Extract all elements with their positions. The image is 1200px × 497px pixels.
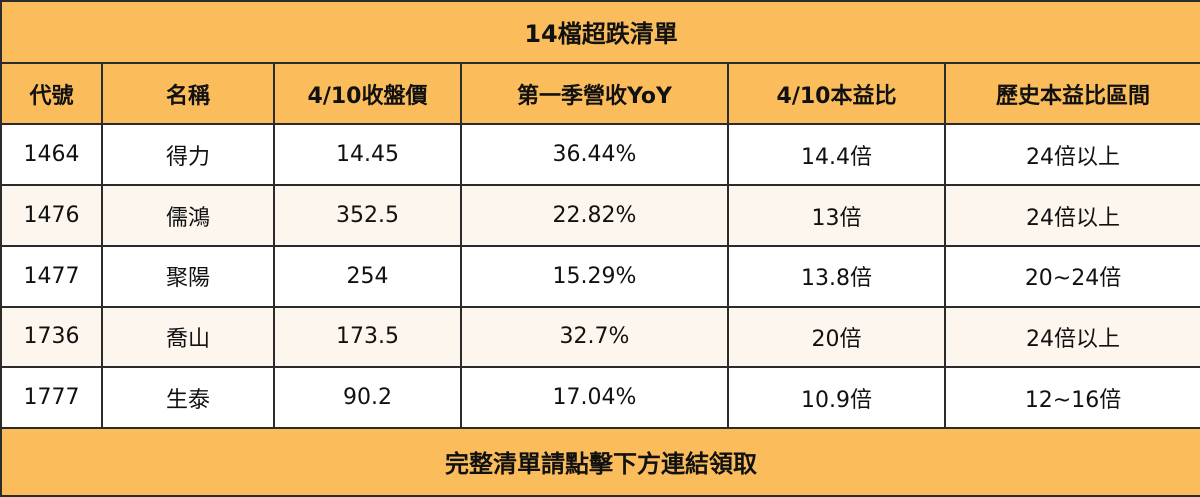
header-row: 代號 名稱 4/10收盤價 第一季營收YoY 4/10本益比 歷史本益比區間: [0, 61, 1200, 126]
cell: 1476: [0, 184, 103, 247]
cell: 22.82%: [460, 184, 729, 247]
cell: 10.9倍: [727, 366, 946, 429]
cell: 14.4倍: [727, 123, 946, 187]
cell: 生泰: [101, 366, 275, 429]
data-row: 1464 得力 14.45 36.44% 14.4倍 24倍以上: [0, 123, 1200, 187]
cell: 20倍: [727, 305, 946, 369]
cell: 13.8倍: [727, 244, 946, 308]
cell: 12~16倍: [943, 366, 1200, 429]
table-title: 14檔超跌清單: [0, 0, 1200, 64]
column-header: 代號: [0, 61, 103, 126]
cell: 173.5: [273, 305, 462, 369]
cell: 36.44%: [460, 123, 729, 187]
cell: 1477: [0, 244, 103, 308]
cell: 17.04%: [460, 366, 729, 429]
cell: 254: [273, 244, 462, 308]
data-row: 1777 生泰 90.2 17.04% 10.9倍 12~16倍: [0, 366, 1200, 429]
cell: 20~24倍: [943, 244, 1200, 308]
cell: 13倍: [727, 184, 946, 247]
title-row: 14檔超跌清單: [0, 0, 1200, 64]
column-header: 歷史本益比區間: [943, 61, 1200, 126]
data-row: 1476 儒鴻 352.5 22.82% 13倍 24倍以上: [0, 184, 1200, 247]
cell: 14.45: [273, 123, 462, 187]
cell: 1464: [0, 123, 103, 187]
cell: 儒鴻: [101, 184, 275, 247]
column-header: 4/10收盤價: [273, 61, 462, 126]
cell: 1736: [0, 305, 103, 369]
column-header: 4/10本益比: [727, 61, 946, 126]
cell: 喬山: [101, 305, 275, 369]
cell: 352.5: [273, 184, 462, 247]
data-row: 1477 聚陽 254 15.29% 13.8倍 20~24倍: [0, 244, 1200, 308]
cell: 15.29%: [460, 244, 729, 308]
data-row: 1736 喬山 173.5 32.7% 20倍 24倍以上: [0, 305, 1200, 369]
cell: 1777: [0, 366, 103, 429]
cell: 得力: [101, 123, 275, 187]
cell: 24倍以上: [943, 305, 1200, 369]
cell: 32.7%: [460, 305, 729, 369]
footer-row: 完整清單請點擊下方連結領取: [0, 426, 1200, 497]
cell: 24倍以上: [943, 184, 1200, 247]
cell: 24倍以上: [943, 123, 1200, 187]
column-header: 名稱: [101, 61, 275, 126]
cell: 聚陽: [101, 244, 275, 308]
column-header: 第一季營收YoY: [460, 61, 729, 126]
table-footer: 完整清單請點擊下方連結領取: [0, 426, 1200, 497]
cell: 90.2: [273, 366, 462, 429]
